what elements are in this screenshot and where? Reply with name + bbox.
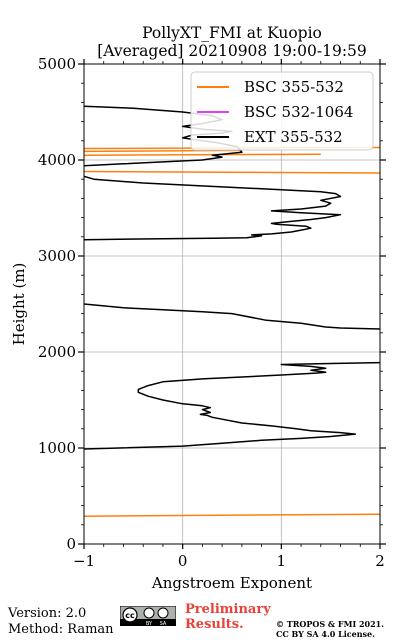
- plot-area: [84, 105, 380, 517]
- cc-icon: [122, 607, 138, 623]
- plot-frame: [83, 63, 381, 545]
- legend-label: BSC 532-1064: [244, 103, 353, 121]
- series-line-ext-355-532: [84, 361, 380, 450]
- series-line-ext-355-532: [84, 303, 380, 330]
- chart-title: PollyXT_FMI at Kuopio: [142, 24, 322, 42]
- series-line-bsc-355-532: [84, 149, 242, 153]
- x-tick-label: −1: [73, 552, 95, 570]
- copyright-text-2: CC BY SA 4.0 License.: [276, 629, 375, 639]
- sa-label: SA: [160, 621, 167, 626]
- legend-label: EXT 355-532: [244, 128, 343, 146]
- copyright-text-1: © TROPOS & FMI 2021.: [276, 619, 385, 629]
- x-tick-label: 0: [178, 552, 188, 570]
- y-tick-label: 0: [66, 535, 76, 553]
- legend-label: BSC 355-532: [244, 78, 344, 96]
- y-tick-label: 5000: [38, 55, 76, 73]
- y-tick-label: 3000: [38, 247, 76, 265]
- series-line-bsc-355-532: [84, 513, 380, 517]
- chart-subtitle: [Averaged] 20210908 19:00-19:59: [97, 42, 367, 60]
- legend: BSC 355-532 BSC 532-1064 EXT 355-532: [190, 71, 374, 151]
- by-icon: [143, 607, 155, 619]
- series-line-ext-355-532: [84, 175, 342, 241]
- y-axis-label: Height (m): [10, 263, 28, 346]
- by-label: BY: [146, 621, 153, 626]
- x-axis-label: Angstroem Exponent: [151, 574, 312, 592]
- preliminary-text-1: Preliminary: [185, 602, 271, 617]
- y-tick-label: 4000: [38, 151, 76, 169]
- x-tick-label: 2: [375, 552, 385, 570]
- sa-icon: [157, 607, 169, 619]
- preliminary-text-2: Results.: [185, 617, 244, 632]
- cc-license-badge: cc BY SA: [120, 606, 176, 626]
- legend-box: [190, 71, 374, 151]
- y-tick-label: 2000: [38, 343, 76, 361]
- y-tick-label: 1000: [38, 439, 76, 457]
- x-tick-label: 1: [277, 552, 287, 570]
- cc-icon-label: cc: [125, 611, 135, 620]
- series-line-bsc-355-532: [84, 170, 380, 174]
- version-text: Version: 2.0: [8, 606, 87, 621]
- series-line-bsc-355-532: [84, 153, 321, 156]
- method-text: Method: Raman: [8, 622, 114, 637]
